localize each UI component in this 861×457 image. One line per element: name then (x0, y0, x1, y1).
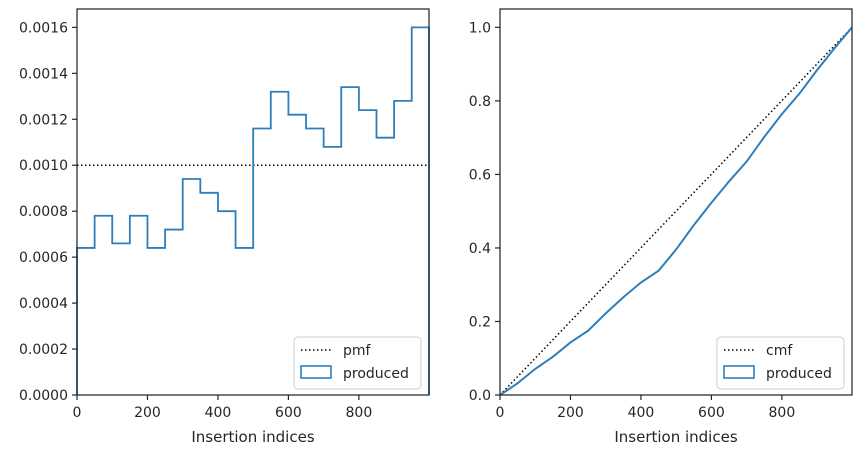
left-axes-frame (76, 8, 430, 396)
left-legend-produced-label: produced (343, 366, 409, 382)
right-legend-produced-swatch (723, 365, 755, 379)
left-x-tick-label: 400 (205, 405, 232, 421)
right-legend: cmf produced (716, 336, 845, 390)
right-y-tick-label: 0.4 (469, 241, 491, 257)
right-y-tick-label: 1.0 (469, 20, 491, 36)
left-x-axis-label: Insertion indices (191, 428, 314, 446)
right-y-ticks: 0.0 0.2 0.4 0.6 0.8 1.0 (469, 20, 500, 404)
left-y-ticks: 0.0000 0.0002 0.0004 0.0006 0.0008 0.0010 0.00… (19, 20, 77, 404)
right-y-tick-label: 0.0 (469, 388, 491, 404)
right-x-ticks: 0 200 400 600 800 (496, 395, 796, 421)
left-legend-pmf-label: pmf (343, 343, 372, 359)
left-legend-produced-swatch (300, 365, 332, 379)
right-legend-produced-label: produced (766, 366, 832, 382)
left-y-tick-label: 0.0016 (19, 20, 68, 36)
right-x-tick-label: 600 (698, 405, 725, 421)
left-y-tick-label: 0.0004 (19, 296, 68, 312)
left-chart: 0.0000 0.0002 0.0004 0.0006 0.0008 0.0010 0.00… (19, 8, 430, 446)
right-y-tick-label: 0.6 (469, 167, 491, 183)
left-x-tick-label: 200 (134, 405, 161, 421)
left-x-ticks: 0 200 400 600 800 (73, 395, 373, 421)
left-x-tick-label: 0 (73, 405, 82, 421)
right-axes-frame (499, 8, 853, 396)
right-y-tick-label: 0.2 (469, 314, 491, 330)
left-x-tick-label: 800 (346, 405, 373, 421)
right-x-tick-label: 200 (557, 405, 584, 421)
right-x-axis-label: Insertion indices (614, 428, 737, 446)
right-x-tick-label: 800 (769, 405, 796, 421)
left-y-tick-label: 0.0012 (19, 112, 68, 128)
right-chart: 0.0 0.2 0.4 0.6 0.8 1.0 0 200 400 600 800 Inserti… (469, 8, 853, 446)
left-y-tick-label: 0.0000 (19, 388, 68, 404)
left-legend: pmf produced (293, 336, 422, 390)
left-y-tick-label: 0.0006 (19, 250, 68, 266)
right-y-tick-label: 0.8 (469, 94, 491, 110)
left-y-tick-label: 0.0008 (19, 204, 68, 220)
left-y-tick-label: 0.0010 (19, 158, 68, 174)
right-legend-cmf-label: cmf (766, 343, 793, 359)
left-y-tick-label: 0.0002 (19, 342, 68, 358)
right-x-tick-label: 0 (496, 405, 505, 421)
left-produced-step (76, 26, 430, 395)
left-y-tick-label: 0.0014 (19, 66, 68, 82)
right-x-tick-label: 400 (628, 405, 655, 421)
right-cmf-line (499, 26, 853, 396)
right-produced-step (499, 26, 853, 396)
left-x-tick-label: 600 (275, 405, 302, 421)
